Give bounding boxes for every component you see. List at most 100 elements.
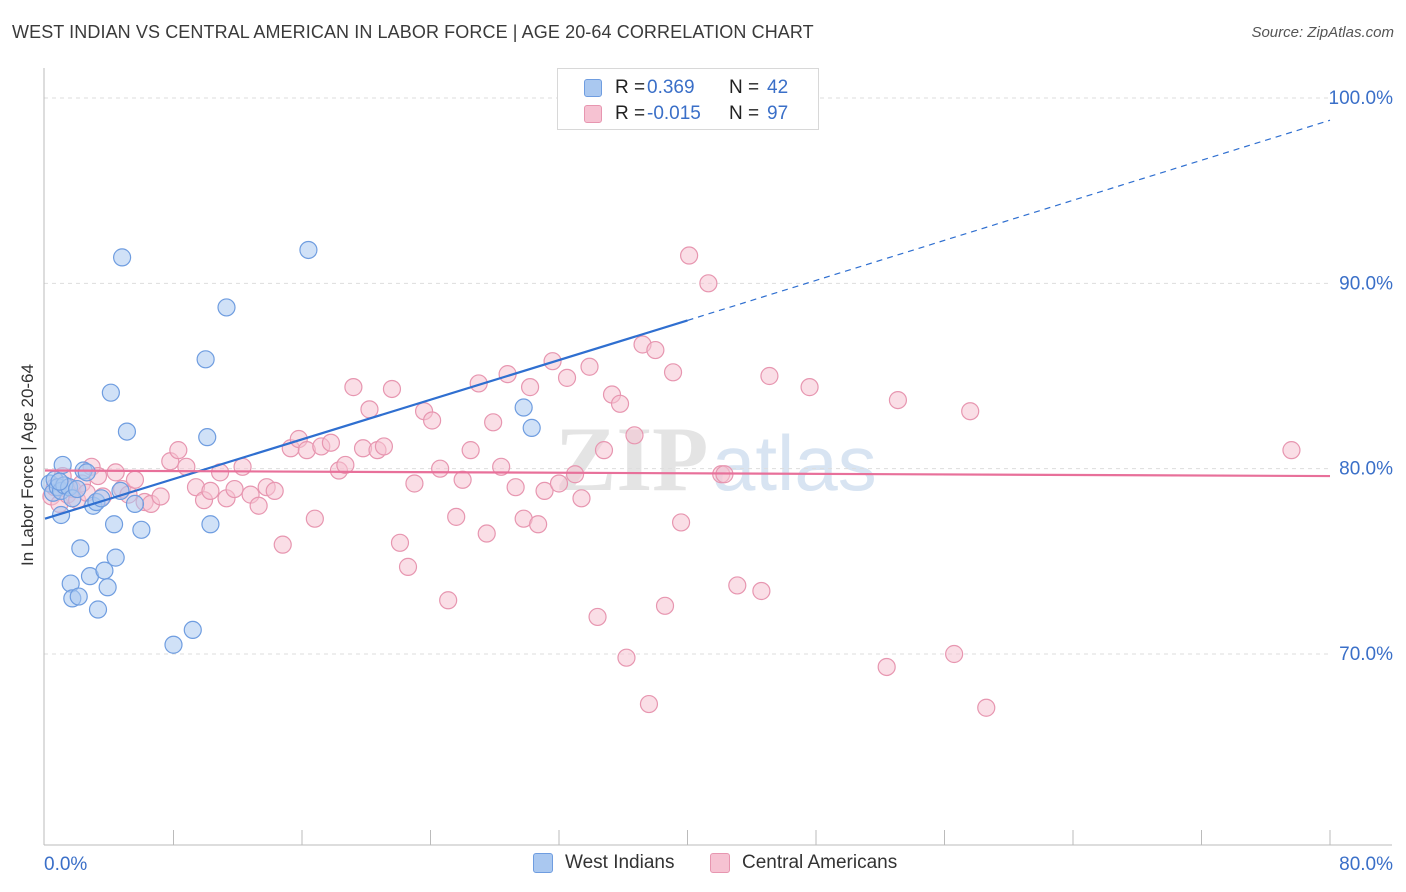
central-american-point bbox=[961, 402, 980, 421]
legend-r-value: 0.369 bbox=[647, 77, 695, 98]
central-american-point bbox=[565, 465, 585, 484]
legend-swatch-blue bbox=[533, 853, 553, 873]
legend-r-label: R = bbox=[615, 103, 646, 124]
legend-row-central-americans: R = -0.015 N = 97 bbox=[584, 103, 788, 125]
west-indian-point bbox=[104, 515, 124, 534]
central-american-point bbox=[671, 513, 691, 532]
central-american-point bbox=[398, 557, 418, 576]
legend-swatch-blue bbox=[584, 79, 602, 97]
central-american-point bbox=[625, 426, 644, 445]
central-american-point bbox=[977, 698, 996, 717]
west-indian-point bbox=[125, 494, 145, 513]
central-american-point bbox=[760, 366, 779, 386]
west-indian-trend-extension bbox=[687, 119, 1331, 321]
central-american-point bbox=[557, 368, 577, 387]
central-american-point bbox=[800, 378, 819, 397]
legend-item-west-indians: West Indians bbox=[533, 852, 674, 874]
central-american-point bbox=[374, 437, 394, 456]
west-indian-point bbox=[132, 520, 151, 539]
legend-r-value: -0.015 bbox=[647, 103, 701, 124]
central-american-point bbox=[610, 394, 630, 413]
legend-row-west-indians: R = 0.369 N = 42 bbox=[584, 77, 788, 99]
x-tick-label: 0.0% bbox=[44, 854, 87, 875]
central-american-point bbox=[484, 413, 503, 432]
central-american-point bbox=[469, 374, 488, 393]
central-american-point bbox=[888, 390, 908, 410]
west-indian-point bbox=[68, 479, 87, 499]
west-indian-point bbox=[51, 505, 71, 525]
west-indian-point bbox=[98, 578, 117, 597]
central-american-point bbox=[382, 379, 402, 399]
y-tick-label: 80.0% bbox=[1339, 459, 1393, 480]
y-axis-label: In Labor Force | Age 20-64 bbox=[18, 364, 37, 566]
legend-label-west-indians: West Indians bbox=[565, 852, 675, 873]
watermark-atlas: atlas bbox=[712, 419, 877, 507]
west-indian-point bbox=[106, 548, 125, 567]
legend-n-value: 42 bbox=[767, 77, 789, 98]
central-american-point bbox=[588, 607, 607, 627]
central-american-point bbox=[728, 576, 747, 595]
west-indian-point bbox=[69, 587, 88, 606]
central-american-point bbox=[461, 441, 480, 460]
west-indian-point bbox=[164, 635, 183, 654]
source-label: Source: ZipAtlas.com bbox=[1251, 24, 1394, 41]
west-indian-point bbox=[101, 383, 120, 402]
west-indian-point bbox=[201, 515, 220, 534]
central-american-point bbox=[680, 246, 699, 265]
central-american-point bbox=[529, 515, 548, 534]
x-tick-label: 80.0% bbox=[1339, 854, 1393, 875]
west-indian-point bbox=[71, 539, 90, 558]
west-indian-point bbox=[217, 298, 236, 317]
y-tick-label: 70.0% bbox=[1339, 644, 1393, 665]
central-american-point bbox=[453, 470, 472, 489]
legend-n-label: N = bbox=[729, 77, 760, 98]
central-american-point bbox=[360, 400, 379, 419]
central-american-point bbox=[492, 457, 511, 476]
legend-n-label: N = bbox=[729, 103, 760, 124]
central-american-point bbox=[699, 274, 718, 293]
central-american-point bbox=[390, 533, 410, 552]
legend-r-label: R = bbox=[615, 77, 646, 98]
central-american-point bbox=[1282, 441, 1301, 460]
central-american-point bbox=[273, 535, 292, 554]
central-american-point bbox=[945, 644, 964, 664]
y-tick-label: 90.0% bbox=[1339, 273, 1393, 294]
central-american-point bbox=[344, 378, 363, 397]
central-american-point bbox=[663, 363, 683, 382]
central-american-point bbox=[520, 378, 540, 397]
west-indian-point bbox=[112, 248, 132, 267]
legend-n-value: 97 bbox=[767, 103, 789, 124]
west-indian-point bbox=[50, 472, 69, 491]
central-american-point bbox=[477, 524, 496, 543]
chart-title: WEST INDIAN VS CENTRAL AMERICAN IN LABOR… bbox=[12, 22, 814, 42]
central-american-point bbox=[431, 459, 450, 478]
central-american-point bbox=[506, 478, 525, 497]
central-american-point bbox=[405, 474, 424, 493]
west-indian-point bbox=[522, 418, 541, 437]
central-american-trend-line bbox=[44, 469, 1331, 478]
west-indian-point bbox=[88, 600, 108, 619]
central-american-point bbox=[655, 596, 675, 615]
central-american-point bbox=[617, 648, 636, 667]
legend-swatch-pink bbox=[710, 853, 730, 873]
west-indian-trend-line bbox=[44, 319, 688, 520]
central-american-point bbox=[321, 433, 341, 452]
central-american-point bbox=[336, 455, 355, 475]
central-american-point bbox=[265, 481, 284, 501]
central-american-point bbox=[646, 340, 665, 360]
central-american-point bbox=[549, 474, 569, 493]
central-american-point bbox=[233, 457, 252, 476]
legend-item-central-americans: Central Americans bbox=[710, 852, 897, 874]
central-american-point bbox=[639, 694, 659, 714]
central-american-point bbox=[535, 481, 554, 501]
west-indian-point bbox=[514, 398, 533, 417]
central-american-point bbox=[877, 657, 896, 677]
central-american-point bbox=[594, 441, 614, 460]
central-american-point bbox=[249, 496, 268, 515]
correlation-legend: R = 0.369 N = 42 R = -0.015 N = 97 bbox=[557, 68, 819, 130]
central-american-point bbox=[423, 411, 442, 430]
central-american-point bbox=[151, 487, 170, 506]
west-indian-point bbox=[198, 428, 217, 447]
west-indian-point bbox=[183, 620, 202, 640]
